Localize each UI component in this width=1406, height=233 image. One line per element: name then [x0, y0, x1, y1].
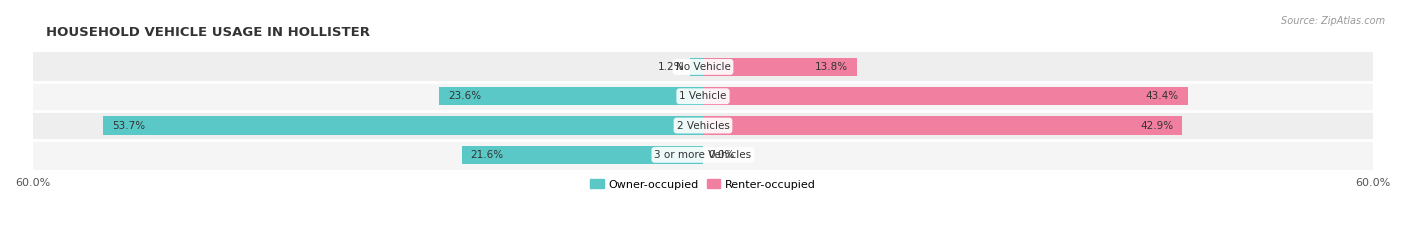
Text: No Vehicle: No Vehicle: [675, 62, 731, 72]
Text: 42.9%: 42.9%: [1140, 120, 1174, 130]
Bar: [439, 87, 703, 105]
Text: 3 or more Vehicles: 3 or more Vehicles: [654, 150, 752, 160]
Text: 23.6%: 23.6%: [449, 91, 481, 101]
Bar: [32, 111, 1374, 140]
Bar: [689, 58, 703, 76]
Bar: [461, 146, 703, 164]
Text: HOUSEHOLD VEHICLE USAGE IN HOLLISTER: HOUSEHOLD VEHICLE USAGE IN HOLLISTER: [46, 27, 370, 40]
Text: 2 Vehicles: 2 Vehicles: [676, 120, 730, 130]
Bar: [703, 58, 858, 76]
Text: Source: ZipAtlas.com: Source: ZipAtlas.com: [1281, 16, 1385, 26]
Bar: [32, 140, 1374, 169]
Bar: [703, 87, 1188, 105]
Legend: Owner-occupied, Renter-occupied: Owner-occupied, Renter-occupied: [586, 175, 820, 194]
Bar: [103, 116, 703, 135]
Bar: [703, 116, 1182, 135]
Text: 43.4%: 43.4%: [1146, 91, 1180, 101]
Bar: [32, 82, 1374, 111]
Text: 53.7%: 53.7%: [112, 120, 145, 130]
Bar: [32, 52, 1374, 82]
Text: 1.2%: 1.2%: [658, 62, 683, 72]
Text: 1 Vehicle: 1 Vehicle: [679, 91, 727, 101]
Text: 21.6%: 21.6%: [471, 150, 503, 160]
Text: 13.8%: 13.8%: [815, 62, 848, 72]
Text: 0.0%: 0.0%: [709, 150, 735, 160]
